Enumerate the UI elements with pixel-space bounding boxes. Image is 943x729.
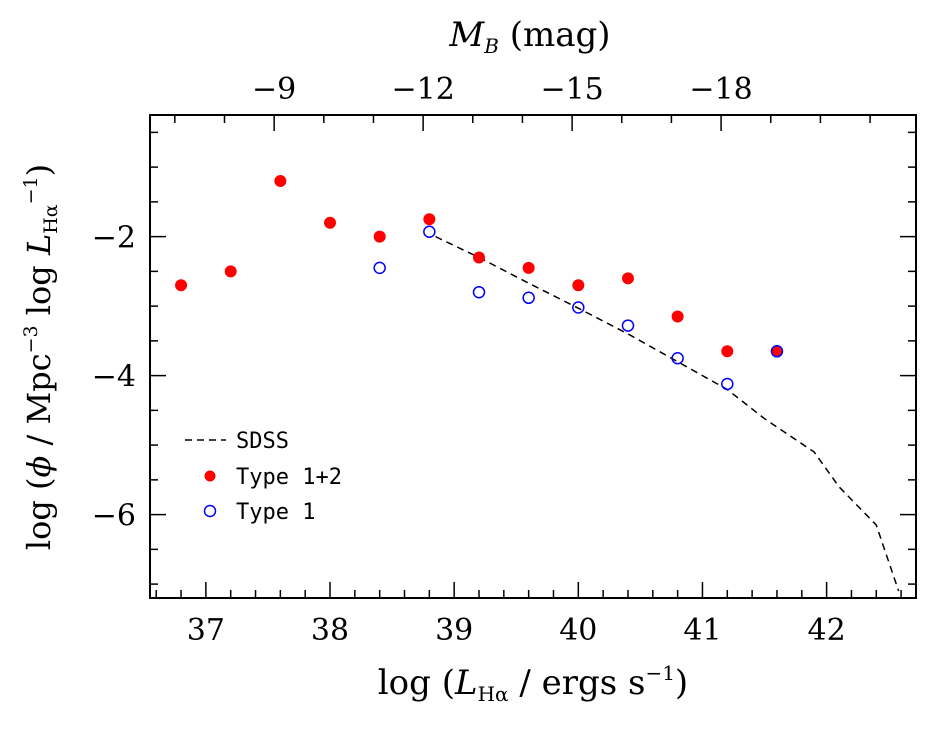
data-point-type1 xyxy=(770,345,784,358)
x-tick-label: 41 xyxy=(683,613,721,648)
data-point-type12 xyxy=(324,216,337,229)
top-tick-label: −15 xyxy=(540,72,603,107)
plot-frame xyxy=(149,114,917,599)
x-axis-label: log (LHα / ergs s−1) xyxy=(378,661,688,706)
series-line-sdss xyxy=(435,235,900,592)
axis-ticks xyxy=(150,115,916,598)
y-tick-labels: −2 −4 −6 xyxy=(92,221,136,534)
data-point-type12 xyxy=(224,265,237,278)
top-tick-label: −9 xyxy=(252,72,296,107)
top-tick-label: −18 xyxy=(689,72,752,107)
data-point-type12 xyxy=(770,345,783,358)
x-tick-label: 37 xyxy=(187,613,225,648)
data-point-type1 xyxy=(621,319,635,332)
data-point-type12 xyxy=(423,213,436,226)
legend-label-sdss: SDSS xyxy=(236,429,289,454)
legend-label-type12: Type 1+2 xyxy=(236,465,342,490)
data-point-type12 xyxy=(274,175,287,188)
x-tick-label: 39 xyxy=(435,613,473,648)
data-point-type12 xyxy=(572,279,585,292)
legend-label-type1: Type 1 xyxy=(236,500,315,525)
legend-swatch-type12 xyxy=(204,470,216,482)
data-point-type12 xyxy=(721,345,734,358)
data-point-type1 xyxy=(423,225,436,239)
x-tick-label: 38 xyxy=(311,613,349,648)
y-axis-label: log (ϕ / Mpc−3 log LHα−1) xyxy=(20,164,62,550)
data-point-type1 xyxy=(572,301,585,314)
data-point-type1 xyxy=(671,351,684,365)
data-point-type1 xyxy=(721,377,734,391)
top-axis-label: MB (mag) xyxy=(448,15,610,58)
legend-swatch-type1 xyxy=(203,504,217,518)
y-tick-label: −2 xyxy=(92,221,136,256)
data-point-type12 xyxy=(373,230,386,243)
data-point-type12 xyxy=(472,251,485,264)
data-point-type1 xyxy=(373,261,386,275)
top-tick-labels: −9 −12 −15 −18 xyxy=(252,72,753,107)
series-layer xyxy=(175,175,900,592)
data-point-type12 xyxy=(175,279,188,292)
data-point-type12 xyxy=(671,310,684,323)
data-point-type1 xyxy=(472,285,486,299)
data-point-type12 xyxy=(522,261,535,274)
data-point-type12 xyxy=(621,272,634,285)
y-tick-label: −4 xyxy=(92,360,136,395)
x-tick-label: 40 xyxy=(559,613,597,648)
x-tick-labels: 37 38 39 40 41 42 xyxy=(187,613,846,648)
x-tick-label: 42 xyxy=(808,613,846,648)
legend: SDSS Type 1+2 Type 1 xyxy=(185,429,342,525)
y-tick-label: −6 xyxy=(92,499,136,534)
data-point-type1 xyxy=(522,291,535,305)
top-tick-label: −12 xyxy=(391,72,454,107)
